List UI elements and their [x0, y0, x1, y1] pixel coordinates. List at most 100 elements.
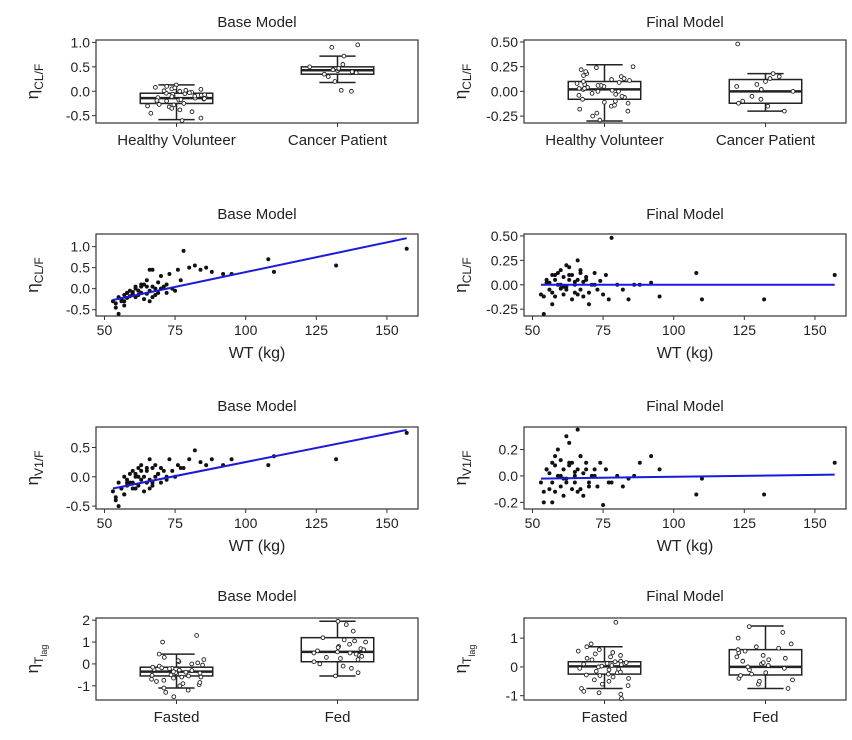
data-point [699, 297, 704, 302]
data-point [586, 290, 591, 295]
data-point [315, 648, 320, 654]
data-point [570, 273, 575, 277]
data-point [584, 460, 589, 465]
box [567, 660, 642, 675]
data-point [340, 663, 346, 669]
data-point [150, 295, 155, 300]
data-point [179, 118, 185, 123]
data-point [160, 639, 165, 645]
data-point [158, 466, 163, 470]
y-axis-label: ηTlag [451, 645, 477, 674]
x-axis-label: WT (kg) [229, 345, 286, 362]
data-point [139, 282, 144, 287]
panel-title: Base Model [217, 14, 296, 31]
data-point [127, 471, 132, 476]
data-point [144, 466, 149, 470]
data-point [349, 88, 354, 94]
data-point [125, 290, 130, 295]
x-category-label: Healthy Volunteer [117, 132, 235, 149]
data-point [620, 287, 625, 292]
data-point [547, 471, 552, 476]
data-point [584, 655, 590, 661]
data-point [350, 628, 356, 634]
data-point [618, 669, 623, 675]
data-point [159, 665, 165, 671]
data-point [553, 489, 558, 494]
data-point [550, 273, 555, 277]
data-point [619, 696, 624, 701]
data-point [161, 88, 167, 94]
data-point [325, 74, 331, 79]
data-point [178, 278, 183, 283]
y-tick-label: -0.25 [486, 301, 518, 317]
data-point [735, 647, 741, 652]
y-label-eta: η [23, 283, 42, 292]
data-point [578, 67, 584, 72]
data-point [192, 448, 197, 453]
data-point [613, 91, 619, 97]
data-point [547, 487, 552, 492]
data-point [156, 471, 161, 476]
data-point [133, 486, 138, 491]
data-point [172, 85, 178, 91]
data-point [550, 290, 555, 295]
x-tick-label: 125 [305, 322, 329, 338]
x-tick-label: 150 [375, 515, 399, 531]
y-axis-label: ηCL/F [451, 64, 474, 99]
data-point [194, 633, 199, 638]
data-point [558, 286, 563, 291]
data-point [763, 79, 768, 84]
data-point [181, 248, 186, 253]
y-label-subscript: CL/F [32, 64, 46, 90]
data-point [266, 463, 271, 468]
data-point [610, 650, 616, 655]
data-point [181, 466, 186, 470]
data-point [153, 292, 158, 297]
x-category-label: Fasted [582, 709, 628, 726]
data-point [148, 110, 154, 116]
data-point [198, 86, 204, 92]
data-point [334, 457, 339, 462]
data-point [555, 473, 560, 478]
data-point [613, 619, 619, 625]
x-tick-label: 75 [595, 322, 611, 338]
data-point [122, 299, 127, 304]
y-tick-label: 0.5 [71, 260, 91, 276]
data-point [740, 658, 746, 664]
data-point [581, 689, 587, 694]
data-point [338, 656, 343, 661]
plot-frame [523, 617, 847, 701]
data-point [583, 672, 589, 678]
x-category-label: Fed [325, 709, 351, 726]
data-point [149, 672, 155, 678]
data-point [186, 673, 191, 679]
y-axis-label: ηV1/F [451, 451, 474, 486]
x-tick-label: 100 [234, 322, 258, 338]
data-point [584, 277, 589, 282]
panel-title: Final Model [646, 588, 724, 605]
fit-line [112, 237, 407, 301]
data-point [359, 653, 365, 659]
data-point [609, 88, 615, 93]
data-point [154, 679, 159, 684]
data-point [167, 457, 172, 462]
data-point [221, 271, 226, 276]
data-point [130, 486, 135, 491]
data-point [570, 487, 575, 492]
data-point [177, 88, 183, 94]
data-point [575, 277, 580, 282]
data-point [544, 467, 549, 472]
y-tick-label: 1 [82, 634, 90, 650]
data-point [584, 644, 590, 650]
data-point [586, 302, 591, 307]
data-point [613, 98, 618, 104]
data-point [618, 691, 624, 697]
data-point [612, 659, 618, 665]
y-label-subscript: V1/F [32, 451, 46, 476]
panel-p7: Base Model 2 1 0 -1 ηTlag Fasted Fed [23, 588, 419, 726]
y-tick-label: 0.5 [71, 59, 91, 75]
data-point [581, 279, 586, 284]
data-point [192, 263, 197, 268]
data-point [320, 635, 326, 641]
data-point [630, 64, 636, 70]
